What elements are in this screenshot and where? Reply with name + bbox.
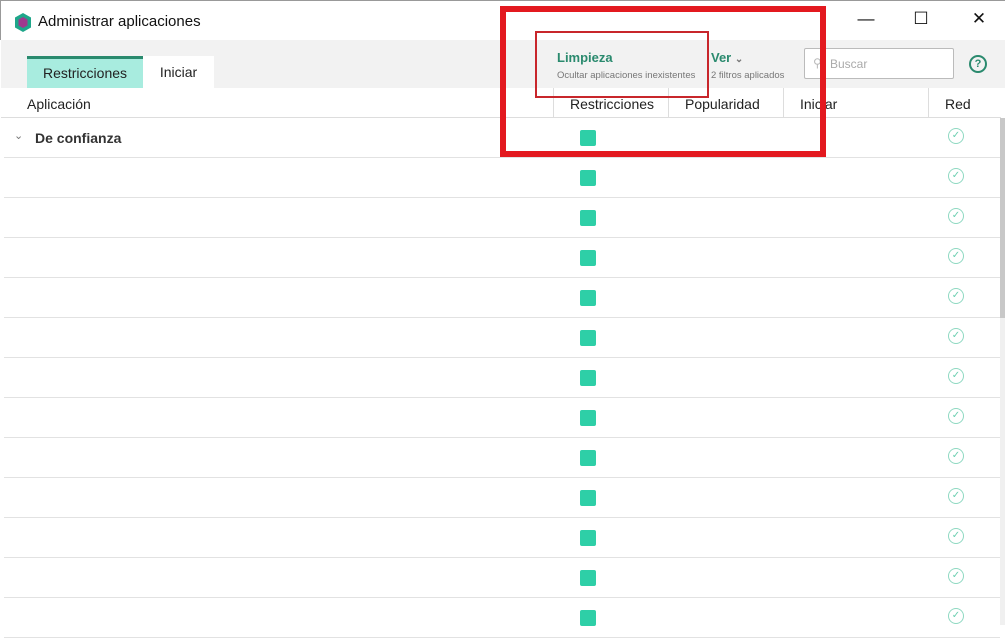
scrollbar[interactable]: [1000, 118, 1005, 625]
restriction-status-square[interactable]: [580, 530, 596, 546]
check-circle-icon: ✓: [948, 128, 964, 144]
check-circle-icon: ✓: [948, 568, 964, 584]
table-row[interactable]: ✓: [4, 478, 1000, 518]
chevron-down-icon[interactable]: ⌄: [14, 130, 24, 142]
cleanup-subtitle: Ocultar aplicaciones inexistentes: [557, 70, 696, 81]
check-circle-icon: ✓: [948, 368, 964, 384]
view-label: Ver: [711, 50, 732, 65]
table-row[interactable]: ✓: [4, 398, 1000, 438]
check-circle-icon: ✓: [948, 248, 964, 264]
check-circle-icon: ✓: [948, 408, 964, 424]
view-dropdown[interactable]: Ver ⌄ 2 filtros aplicados: [711, 50, 784, 81]
restriction-status-square[interactable]: [580, 410, 596, 426]
table-row[interactable]: ✓: [4, 558, 1000, 598]
restriction-status-square[interactable]: [580, 290, 596, 306]
restriction-status-square[interactable]: [580, 330, 596, 346]
group-row[interactable]: ⌄ De confianza ✓: [4, 118, 1000, 158]
table-row[interactable]: ✓: [4, 358, 1000, 398]
check-circle-icon: ✓: [948, 528, 964, 544]
column-red[interactable]: Red: [945, 96, 971, 112]
restriction-status-square[interactable]: [580, 490, 596, 506]
scrollbar-thumb[interactable]: [1000, 118, 1005, 318]
help-icon[interactable]: ?: [969, 55, 987, 73]
column-popularidad[interactable]: Popularidad: [685, 96, 760, 112]
tab-iniciar[interactable]: Iniciar: [143, 56, 214, 88]
minimize-button[interactable]: —: [857, 9, 875, 28]
search-placeholder: Buscar: [830, 57, 868, 71]
close-button[interactable]: ✕: [971, 9, 987, 28]
view-subtitle: 2 filtros aplicados: [711, 70, 785, 81]
chevron-down-icon: ⌄: [734, 54, 744, 65]
check-circle-icon: ✓: [948, 488, 964, 504]
check-circle-icon: ✓: [948, 208, 964, 224]
check-circle-icon: ✓: [948, 328, 964, 344]
restriction-status-square[interactable]: [580, 370, 596, 386]
title-bar: Administrar aplicaciones — ☐ ✕: [0, 0, 1005, 40]
toolbar: Restricciones Iniciar Limpieza Ocultar a…: [1, 40, 1005, 88]
table-row[interactable]: ✓: [4, 318, 1000, 358]
check-circle-icon: ✓: [948, 168, 964, 184]
restriction-status-square[interactable]: [580, 250, 596, 266]
table-row[interactable]: ✓: [4, 158, 1000, 198]
maximize-button[interactable]: ☐: [913, 9, 929, 28]
search-input[interactable]: ⚲ Buscar: [804, 48, 954, 79]
window-title: Administrar aplicaciones: [38, 13, 201, 30]
table-row[interactable]: ✓: [4, 198, 1000, 238]
column-restricciones[interactable]: Restricciones: [570, 96, 655, 112]
cleanup-label: Limpieza: [557, 50, 613, 65]
column-aplicacion[interactable]: Aplicación: [27, 96, 91, 112]
table-header: Aplicación Restricciones Popularidad Ini…: [1, 88, 1001, 118]
app-logo-icon: [15, 13, 31, 32]
restriction-status-square[interactable]: [580, 130, 596, 146]
restriction-status-square[interactable]: [580, 570, 596, 586]
table-row[interactable]: ✓: [4, 238, 1000, 278]
restriction-status-square[interactable]: [580, 450, 596, 466]
column-iniciar[interactable]: Iniciar: [800, 96, 838, 112]
cleanup-button[interactable]: Limpieza Ocultar aplicaciones inexistent…: [557, 50, 695, 81]
check-circle-icon: ✓: [948, 448, 964, 464]
check-circle-icon: ✓: [948, 288, 964, 304]
restriction-status-square[interactable]: [580, 170, 596, 186]
table-row[interactable]: ✓: [4, 438, 1000, 478]
search-icon: ⚲: [813, 56, 822, 70]
table-row[interactable]: ✓: [4, 518, 1000, 558]
restriction-status-square[interactable]: [580, 610, 596, 626]
restriction-status-square[interactable]: [580, 210, 596, 226]
group-label: De confianza: [35, 130, 122, 146]
tab-restricciones[interactable]: Restricciones: [27, 56, 143, 88]
table-row[interactable]: ✓: [4, 278, 1000, 318]
check-circle-icon: ✓: [948, 608, 964, 624]
table-row[interactable]: ✓: [4, 598, 1000, 638]
